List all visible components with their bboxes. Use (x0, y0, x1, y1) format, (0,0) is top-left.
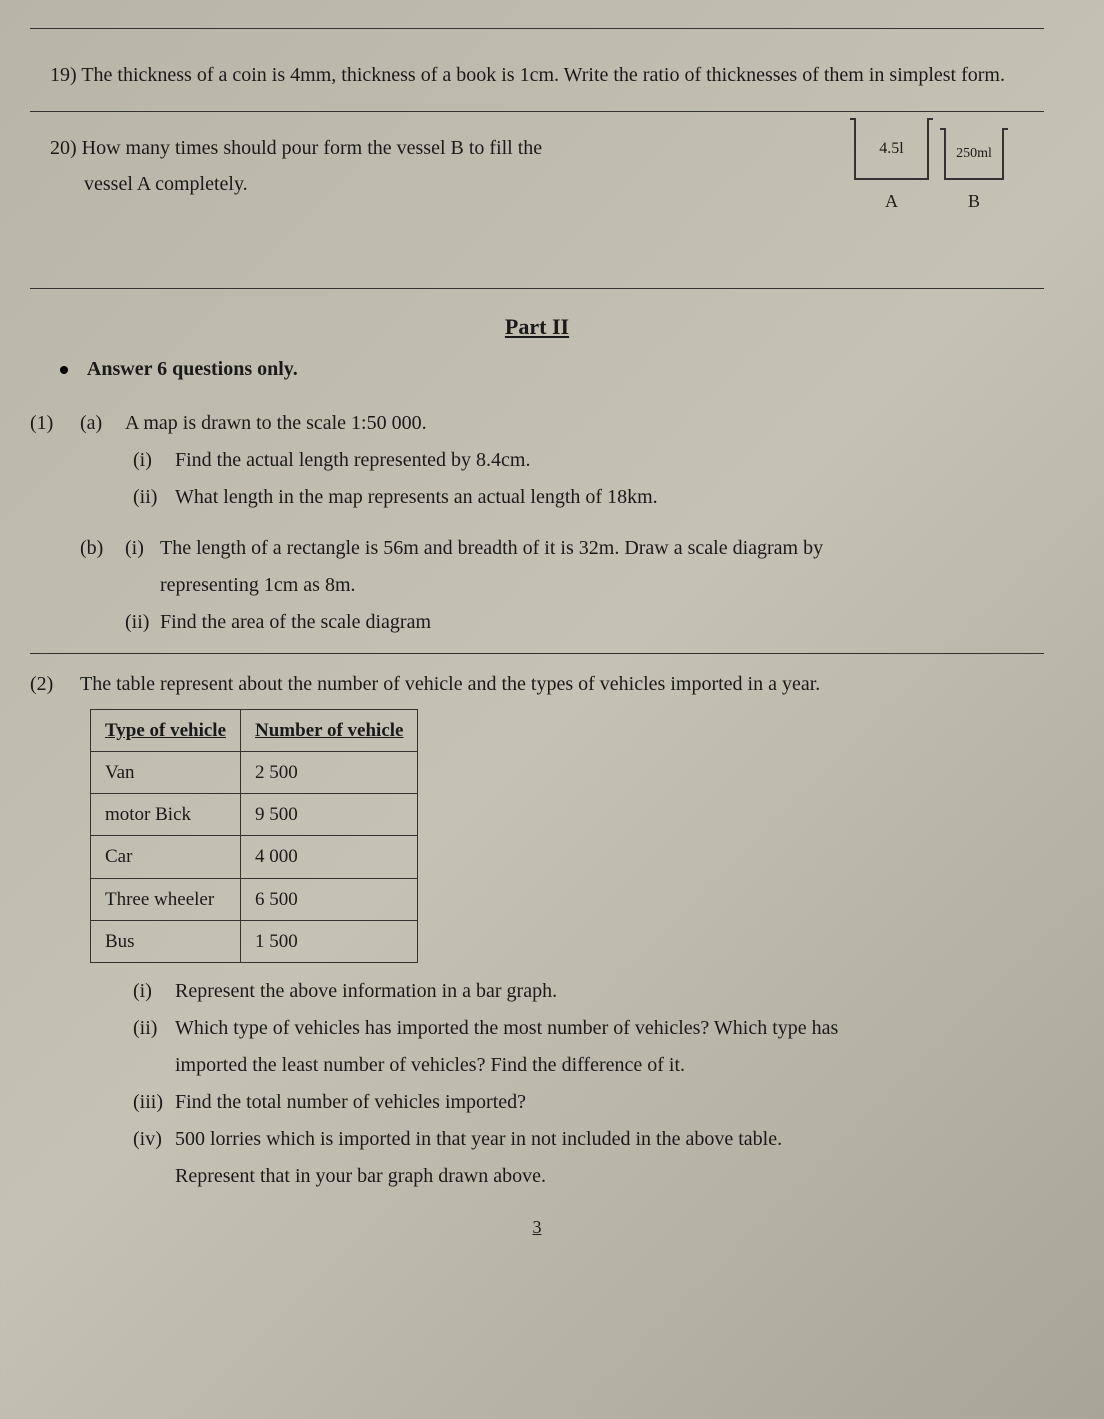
roman-ii: (ii) (125, 479, 175, 516)
q19-number: 19) (50, 64, 77, 86)
page-number: 3 (30, 1217, 1044, 1238)
divider (30, 288, 1044, 289)
col-number: Number of vehicle (241, 710, 418, 752)
table-row: Car4 000 (91, 836, 418, 878)
col-type: Type of vehicle (91, 710, 241, 752)
vessel-a-label: A (885, 185, 898, 217)
roman-iii: (iii) (125, 1084, 175, 1121)
bullet-icon (60, 366, 68, 374)
q2-iii: Find the total number of vehicles import… (175, 1084, 1024, 1121)
cell-type: Three wheeler (91, 878, 241, 920)
q20-text-line1: How many times should pour form the vess… (82, 137, 543, 159)
q1a-intro: A map is drawn to the scale 1:50 000. (125, 405, 1024, 442)
question-1: (1) (a) A map is drawn to the scale 1:50… (30, 401, 1044, 645)
vessel-b: 250ml B (944, 130, 1004, 217)
cell-num: 9 500 (241, 794, 418, 836)
table-header-row: Type of vehicle Number of vehicle (91, 710, 418, 752)
q2-ii-line1: Which type of vehicles has imported the … (175, 1010, 1024, 1047)
vessel-b-value: 250ml (956, 141, 992, 166)
roman-i: (i) (125, 442, 175, 479)
question-19: 19) The thickness of a coin is 4mm, thic… (30, 37, 1044, 103)
cell-num: 4 000 (241, 836, 418, 878)
q1b-i-line2: representing 1cm as 8m. (160, 567, 1024, 604)
vessel-b-box: 250ml (944, 130, 1004, 180)
q1a-letter: (a) (80, 405, 125, 442)
cell-num: 1 500 (241, 920, 418, 962)
roman-iv: (iv) (125, 1121, 175, 1158)
divider (30, 653, 1044, 654)
cell-num: 2 500 (241, 752, 418, 794)
table-row: motor Bick9 500 (91, 794, 418, 836)
q1a-ii: What length in the map represents an act… (175, 479, 1024, 516)
cell-type: motor Bick (91, 794, 241, 836)
table-row: Bus1 500 (91, 920, 418, 962)
cell-type: Van (91, 752, 241, 794)
question-2: (2) The table represent about the number… (30, 662, 1044, 1199)
roman-i: (i) (125, 530, 160, 567)
part-ii-header: Part II (30, 314, 1044, 340)
roman-i: (i) (125, 973, 175, 1010)
q2-ii-line2: imported the least number of vehicles? F… (175, 1047, 1024, 1084)
q2-iv-line1: 500 lorries which is imported in that ye… (175, 1121, 1024, 1158)
table-row: Van2 500 (91, 752, 418, 794)
q1a-i: Find the actual length represented by 8.… (175, 442, 1024, 479)
question-20: 20) How many times should pour form the … (30, 120, 1044, 280)
instruction-text: Answer 6 questions only. (87, 358, 298, 380)
roman-ii: (ii) (125, 604, 160, 641)
q1-number: (1) (30, 405, 80, 442)
instruction: Answer 6 questions only. (60, 358, 1044, 381)
q19-text: The thickness of a coin is 4mm, thicknes… (81, 64, 1005, 86)
divider (30, 111, 1044, 112)
q1b-letter: (b) (80, 530, 125, 567)
cell-type: Bus (91, 920, 241, 962)
vessel-a: 4.5l A (854, 120, 929, 217)
q1b-i-line1: The length of a rectangle is 56m and bre… (160, 530, 1024, 567)
vessel-b-label: B (968, 185, 980, 217)
q2-number: (2) (30, 666, 80, 703)
exam-page: 19) The thickness of a coin is 4mm, thic… (30, 28, 1044, 1407)
vehicle-table: Type of vehicle Number of vehicle Van2 5… (90, 709, 418, 963)
q20-number: 20) (50, 137, 77, 159)
vessel-a-box: 4.5l (854, 120, 929, 180)
table-row: Three wheeler6 500 (91, 878, 418, 920)
vessel-a-value: 4.5l (879, 135, 903, 164)
q2-intro: The table represent about the number of … (80, 666, 1024, 703)
q2-iv-line2: Represent that in your bar graph drawn a… (175, 1158, 1024, 1195)
q2-i: Represent the above information in a bar… (175, 973, 1024, 1010)
vessels-diagram: 4.5l A 250ml B (854, 120, 1004, 217)
divider (30, 28, 1044, 29)
q1b-ii: Find the area of the scale diagram (160, 604, 1024, 641)
roman-ii: (ii) (125, 1010, 175, 1047)
cell-type: Car (91, 836, 241, 878)
cell-num: 6 500 (241, 878, 418, 920)
